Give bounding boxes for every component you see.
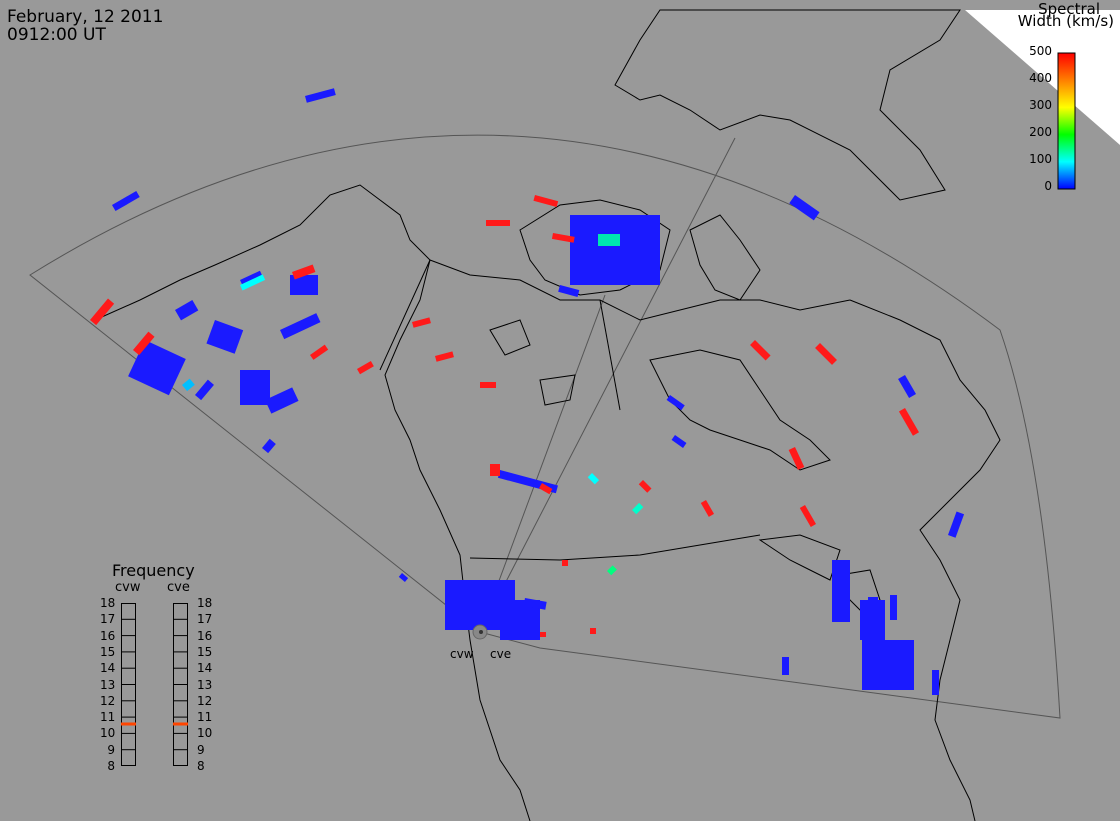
frequency-scale-right: 18 <box>197 596 213 610</box>
frequency-scale-right: 11 <box>197 710 213 725</box>
frequency-gauge-cve <box>173 603 188 766</box>
colorbar-gradient <box>1057 52 1076 190</box>
frequency-scale-left: 13 <box>100 677 116 692</box>
frequency-scale-right: 15 <box>197 644 213 659</box>
colorbar-title-line2: Width (km/s) <box>1017 12 1114 30</box>
colorbar-tick: 400 <box>1029 71 1052 85</box>
colorbar-tick: 100 <box>1029 152 1052 166</box>
frequency-scale-left: 18 <box>100 596 116 610</box>
echoes-high-width <box>90 194 919 637</box>
coastlines <box>94 9 1001 821</box>
frequency-scale-right: 9 <box>197 742 205 757</box>
frequency-scale-left: 17 <box>100 612 116 627</box>
frequency-scale-left: 11 <box>100 710 116 725</box>
frequency-scale-right: 12 <box>197 693 213 708</box>
date-label: February, 12 2011 <box>7 7 164 27</box>
frequency-scale-left: 12 <box>100 693 116 708</box>
frequency-scale-left: 16 <box>100 628 116 643</box>
frequency-scale-left: 8 <box>107 759 115 773</box>
colorbar-tick: 500 <box>1029 44 1052 58</box>
site-label-cvw: cvw <box>450 647 474 661</box>
frequency-scale-right: 17 <box>197 612 213 627</box>
colorbar-title-line1: Spectral <box>1038 0 1100 18</box>
field-of-view-outline <box>29 134 1061 719</box>
frequency-scale-right: 13 <box>197 677 213 692</box>
frequency-scale-right: 8 <box>197 759 205 773</box>
colorbar-tick: 200 <box>1029 125 1052 139</box>
time-label: 0912:00 UT <box>7 25 106 45</box>
frequency-scale-left: 15 <box>100 644 116 659</box>
echoes-mid-width <box>182 234 644 576</box>
frequency-scale-right: 10 <box>197 726 213 741</box>
frequency-scale-right: 14 <box>197 661 213 676</box>
echoes-low-width <box>112 88 965 695</box>
white-corner <box>965 10 1120 145</box>
beam-line <box>479 294 606 633</box>
radar-site-center <box>479 630 483 634</box>
frequency-scale-left: 14 <box>100 661 116 676</box>
frequency-scale-left: 10 <box>100 726 116 741</box>
frequency-radar-cve: cve <box>167 580 190 595</box>
frequency-gauge-cvw <box>121 603 136 766</box>
beam-line <box>479 137 736 633</box>
frequency-radar-cvw: cvw <box>115 580 141 595</box>
frequency-scale-left: 9 <box>107 742 115 757</box>
colorbar-tick: 0 <box>1044 179 1052 193</box>
site-label-cve: cve <box>490 647 512 661</box>
frequency-scale-right: 16 <box>197 628 213 643</box>
frequency-title: Frequency <box>112 561 195 580</box>
colorbar-tick: 300 <box>1029 98 1052 112</box>
